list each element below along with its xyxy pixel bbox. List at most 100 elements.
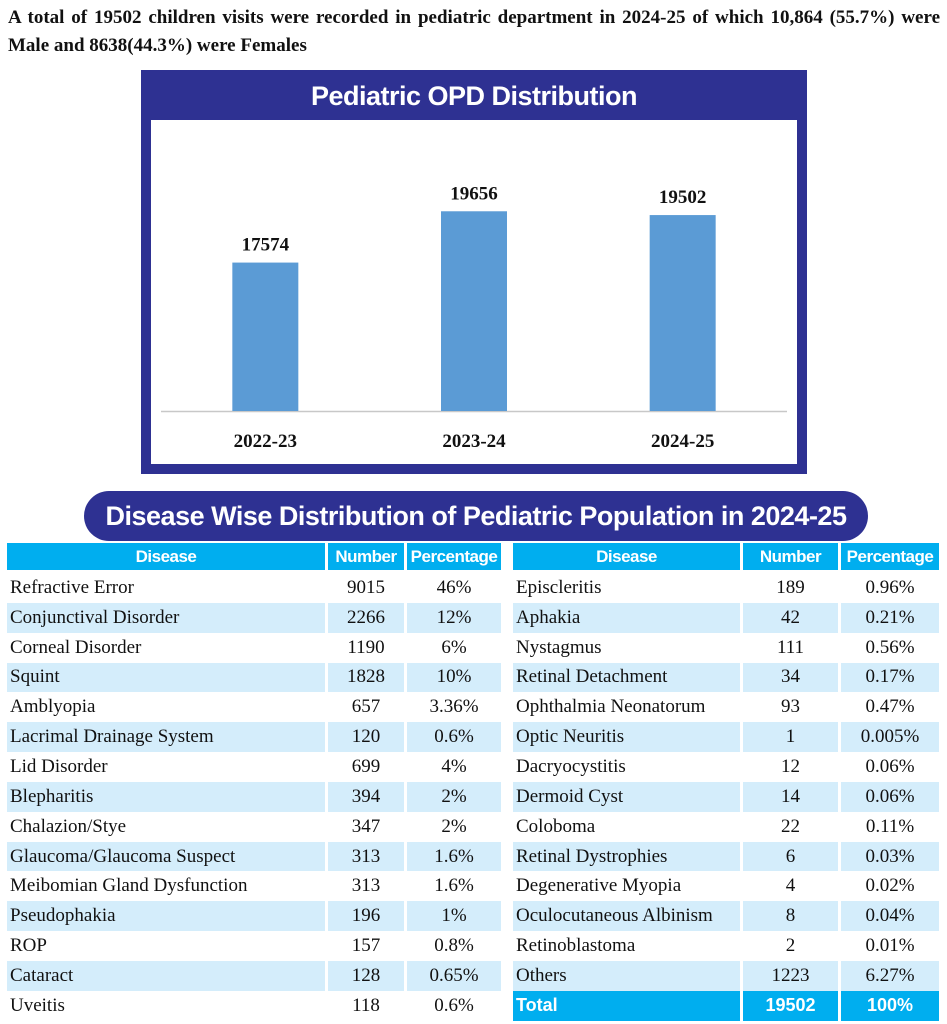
disease-name-cell: Chalazion/Stye — [10, 815, 127, 837]
percentage-cell: 6% — [441, 636, 467, 658]
number-cell: 93 — [781, 696, 800, 718]
table-row: Nystagmus 111 0.56% — [513, 633, 939, 663]
disease-name-cell: Degenerative Myopia — [516, 875, 682, 897]
table-row: Glaucoma/Glaucoma Suspect 313 1.6% — [7, 841, 501, 872]
table-row: Dermoid Cyst 14 0.06% — [513, 781, 939, 812]
total-number: 19502 — [743, 990, 838, 1021]
table-row: Lacrimal Drainage System 120 0.6% — [7, 722, 501, 753]
disease-name-cell: Uveitis — [10, 994, 65, 1016]
disease-name-cell: Refractive Error — [10, 576, 134, 598]
number-cell: 699 — [351, 755, 381, 777]
number-cell: 313 — [351, 875, 381, 897]
number-cell: 14 — [743, 781, 838, 812]
percentage-cell: 46% — [436, 576, 472, 598]
x-tick-label: 2023-24 — [442, 431, 506, 452]
table-row: Retinal Detachment 34 0.17% — [513, 662, 939, 693]
disease-name-cell: Cataract — [7, 960, 325, 991]
disease-name-cell: Retinoblastoma — [516, 935, 636, 957]
table-row: Ophthalmia Neonatorum 93 0.47% — [513, 692, 939, 722]
number-cell: 196 — [328, 901, 404, 932]
disease-name-cell: Pseudophakia — [7, 901, 325, 932]
disease-name-cell: Lacrimal Drainage System — [7, 722, 325, 753]
percentage-cell: 3.36% — [429, 696, 479, 718]
disease-name-cell: Retinal Dystrophies — [513, 841, 740, 872]
table-row: Oculocutaneous Albinism 8 0.04% — [513, 901, 939, 932]
percentage-cell: 0.96% — [865, 576, 915, 598]
header-disease: Disease — [513, 543, 740, 573]
header-number: Number — [743, 543, 838, 573]
data-label: 19502 — [659, 187, 707, 208]
intro-paragraph: A total of 19502 children visits were re… — [8, 7, 940, 56]
table-row: Corneal Disorder 1190 6% — [7, 633, 501, 663]
number-cell: 347 — [351, 815, 381, 837]
table-row: Others 1223 6.27% — [513, 960, 939, 991]
table-header-row: Disease Number Percentage — [7, 543, 501, 573]
disease-name-cell: Blepharitis — [7, 781, 325, 812]
data-label: 19656 — [450, 183, 498, 204]
table-row: Squint 1828 10% — [7, 662, 501, 693]
percentage-cell: 0.6% — [407, 722, 501, 753]
table-row: Aphakia 42 0.21% — [513, 602, 939, 633]
number-cell: 157 — [351, 935, 381, 957]
percentage-cell: 0.04% — [841, 901, 939, 932]
disease-section-title: Disease Wise Distribution of Pediatric P… — [84, 491, 868, 541]
table-row: ROP 157 0.8% — [7, 931, 501, 961]
bar-2022-23 — [232, 262, 299, 411]
percentage-cell: 0.03% — [841, 841, 939, 872]
table-row: Blepharitis 394 2% — [7, 781, 501, 812]
number-cell: 394 — [328, 781, 404, 812]
number-cell: 9015 — [347, 576, 385, 598]
header-number: Number — [328, 543, 404, 573]
number-cell: 1190 — [347, 636, 385, 658]
percentage-cell: 0.47% — [865, 696, 915, 718]
disease-name-cell: Squint — [7, 662, 325, 693]
table-row: Cataract 128 0.65% — [7, 960, 501, 991]
disease-name-cell: Dermoid Cyst — [513, 781, 740, 812]
disease-name-cell: Aphakia — [513, 602, 740, 633]
percentage-cell: 0.65% — [407, 960, 501, 991]
number-cell: 12 — [781, 755, 800, 777]
table-row: Lid Disorder 699 4% — [7, 752, 501, 782]
percentage-cell: 0.21% — [841, 602, 939, 633]
disease-name-cell: ROP — [10, 935, 47, 957]
number-cell: 2 — [785, 935, 796, 957]
total-row: Total 19502 100% — [513, 990, 939, 1021]
number-cell: 1 — [743, 722, 838, 753]
table-row: Coloboma 22 0.11% — [513, 812, 939, 842]
disease-name-cell: Meibomian Gland Dysfunction — [10, 875, 248, 897]
percentage-cell: 4% — [441, 755, 467, 777]
disease-name-cell: Lid Disorder — [10, 755, 108, 777]
table-row: Refractive Error 9015 46% — [7, 573, 501, 603]
percentage-cell: 0.01% — [865, 935, 915, 957]
table-row: Conjunctival Disorder 2266 12% — [7, 602, 501, 633]
table-row: Uveitis 118 0.6% — [7, 991, 501, 1021]
disease-name-cell: Amblyopia — [10, 696, 96, 718]
disease-name-cell: Coloboma — [516, 815, 596, 837]
table-row: Amblyopia 657 3.36% — [7, 692, 501, 722]
disease-name-cell: Ophthalmia Neonatorum — [516, 696, 706, 718]
number-cell: 6 — [743, 841, 838, 872]
percentage-cell: 0.06% — [841, 781, 939, 812]
number-cell: 657 — [351, 696, 381, 718]
percentage-cell: 12% — [407, 602, 501, 633]
number-cell: 189 — [776, 576, 805, 598]
number-cell: 22 — [781, 815, 800, 837]
percentage-cell: 0.17% — [841, 662, 939, 693]
table-row: Retinal Dystrophies 6 0.03% — [513, 841, 939, 872]
number-cell: 4 — [785, 875, 796, 897]
percentage-cell: 0.11% — [865, 815, 915, 837]
number-cell: 42 — [743, 602, 838, 633]
table-row: Optic Neuritis 1 0.005% — [513, 722, 939, 753]
percentage-cell: 0.005% — [841, 722, 939, 753]
chart-plot-area: 17574 2022-23 19656 2023-24 19502 2024-25 — [151, 120, 797, 464]
percentage-cell: 6.27% — [841, 960, 939, 991]
number-cell: 128 — [328, 960, 404, 991]
table-header-row: Disease Number Percentage — [513, 543, 939, 573]
percentage-cell: 1% — [407, 901, 501, 932]
percentage-cell: 1.6% — [434, 875, 474, 897]
number-cell: 34 — [743, 662, 838, 693]
number-cell: 1828 — [328, 662, 404, 693]
percentage-cell: 2% — [441, 815, 467, 837]
bar-2023-24 — [441, 211, 507, 411]
disease-name-cell: Retinal Detachment — [513, 662, 740, 693]
